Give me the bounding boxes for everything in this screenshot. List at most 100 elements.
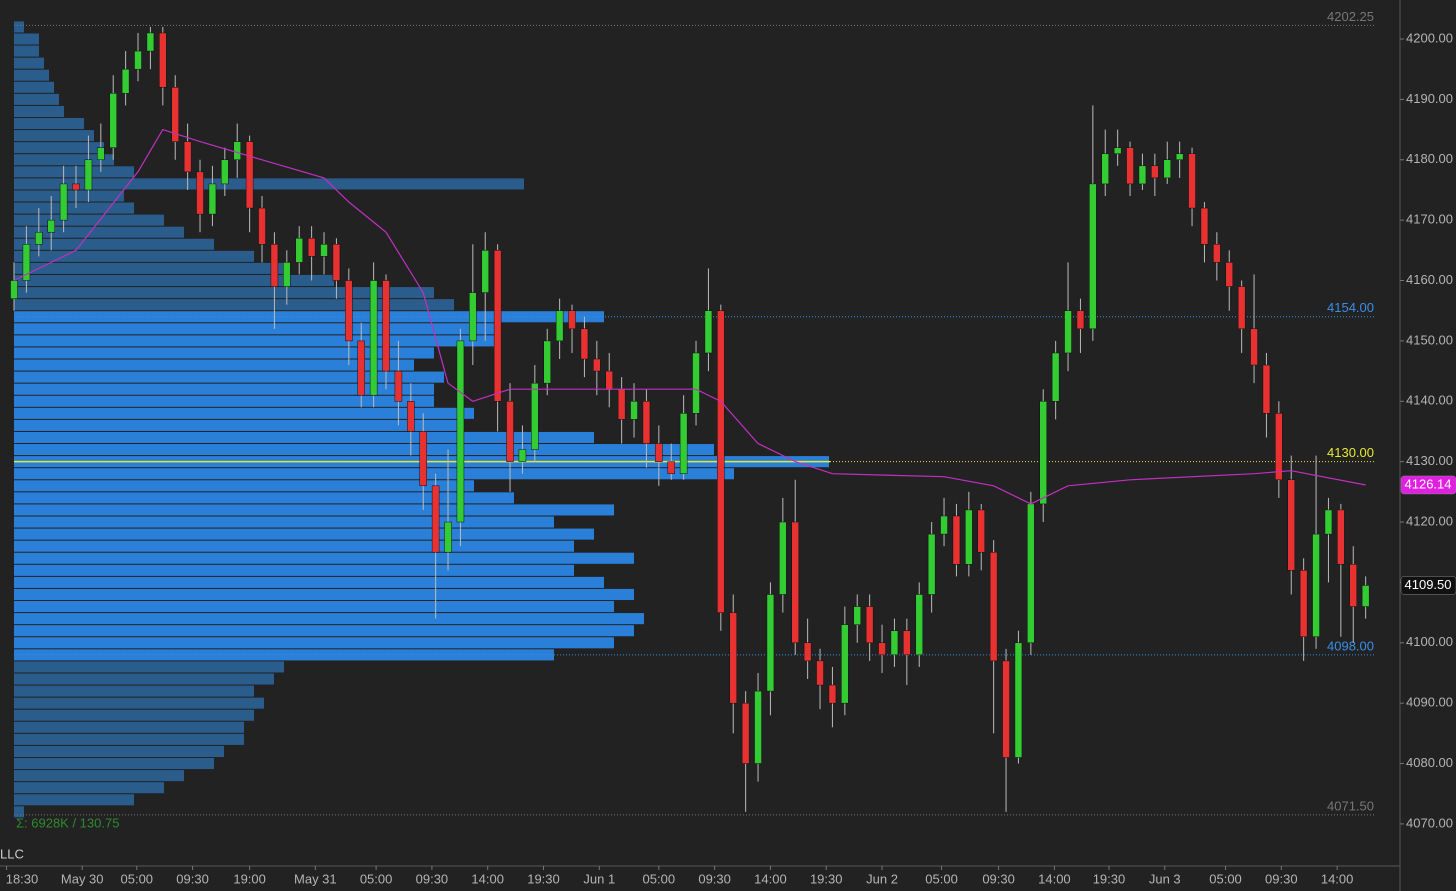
profile-bar — [14, 540, 574, 552]
profile-bar — [14, 274, 334, 287]
candle-body — [481, 250, 489, 293]
profile-bar — [14, 299, 454, 311]
profile-bar — [14, 697, 264, 709]
level-label: 4202.25 — [1327, 9, 1374, 24]
candle-body — [1126, 147, 1134, 185]
y-tick-label: 4080.00 — [1406, 755, 1453, 770]
candle-body — [1324, 509, 1333, 535]
candle-body — [121, 68, 130, 94]
candle-body — [816, 660, 824, 686]
candle-body — [456, 340, 465, 523]
x-tick-label: 14:00 — [1321, 871, 1354, 886]
x-tick-label: 14:00 — [471, 871, 504, 886]
candle-body — [1200, 207, 1209, 245]
profile-bar — [14, 130, 94, 142]
level-label: 4154.00 — [1327, 300, 1374, 315]
profile-bar — [14, 431, 594, 444]
profile-bar — [14, 226, 184, 238]
candle-body — [270, 244, 279, 287]
summary: Σ: 6928K / 130.75 — [16, 815, 119, 830]
profile-bar — [14, 154, 114, 166]
candle-body — [72, 183, 80, 191]
candle-body — [754, 690, 762, 764]
candle-body — [1287, 479, 1295, 571]
y-tick-label: 4180.00 — [1406, 151, 1453, 166]
x-tick-label: 19:30 — [1093, 871, 1126, 886]
candle-body — [394, 370, 403, 402]
profile-bar — [14, 117, 84, 130]
y-tick-label: 4160.00 — [1406, 272, 1453, 287]
candle-body — [779, 521, 787, 595]
candle-body — [1237, 286, 1246, 330]
candle-body — [10, 280, 18, 299]
candle-body — [1188, 153, 1196, 209]
candle-body — [506, 401, 514, 462]
profile-bar — [14, 190, 124, 202]
profile-bar — [14, 637, 614, 649]
x-tick-label: 19:00 — [233, 871, 266, 886]
x-tick-label: 05:00 — [360, 871, 393, 886]
profile-bar — [14, 504, 614, 516]
x-tick-label: 14:00 — [754, 871, 787, 886]
profile-bar — [14, 335, 494, 347]
candle-body — [1113, 147, 1122, 154]
candle-body — [1101, 153, 1109, 185]
candle-body — [717, 310, 725, 613]
candle-body — [345, 280, 353, 342]
y-tick-label: 4100.00 — [1406, 634, 1453, 649]
profile-bar — [14, 721, 244, 733]
candle-body — [258, 207, 266, 245]
x-tick-label: Jun 1 — [583, 871, 615, 886]
x-tick-label: May 31 — [294, 871, 337, 886]
candle-body — [878, 642, 886, 656]
x-tick-label: 19:30 — [810, 871, 843, 886]
level-label: 4130.00 — [1327, 445, 1374, 460]
profile-bar — [14, 564, 574, 576]
x-tick-label: 09:30 — [176, 871, 209, 886]
x-tick-label: Jun 3 — [1149, 871, 1181, 886]
candle-body — [766, 594, 775, 692]
profile-bar — [14, 794, 134, 806]
profile-bar — [14, 673, 274, 685]
candle-body — [382, 280, 390, 372]
candle-body — [543, 340, 551, 384]
candle-body — [903, 630, 911, 656]
candle-body — [1250, 328, 1258, 366]
candle-body — [1225, 262, 1233, 287]
candle-body — [1361, 585, 1370, 607]
candle-body — [1076, 310, 1085, 330]
profile-bar — [14, 625, 634, 637]
x-tick-label: 14:00 — [1038, 871, 1071, 886]
candle-body — [22, 244, 31, 281]
candle-body — [444, 521, 452, 553]
price-tag-label: 4109.50 — [1405, 577, 1452, 592]
x-tick-label: Jun 2 — [866, 871, 898, 886]
candle-body — [555, 310, 564, 342]
profile-bar — [14, 383, 434, 395]
candle-body — [221, 159, 229, 185]
profile-bar — [14, 395, 434, 407]
y-tick-label: 4200.00 — [1406, 30, 1453, 45]
candle-body — [97, 147, 105, 161]
profile-bar — [14, 202, 134, 214]
candle-body — [729, 612, 737, 704]
candle-body — [320, 244, 328, 257]
candle-body — [208, 183, 217, 215]
candle-body — [940, 515, 948, 535]
profile-bar — [14, 323, 494, 335]
candle-body — [47, 219, 55, 233]
candle-body — [407, 401, 415, 432]
profile-bar — [14, 347, 434, 359]
price-tag — [1400, 475, 1456, 495]
candle-body — [419, 431, 427, 487]
candle-body — [146, 32, 155, 52]
candle-body — [605, 370, 613, 390]
profile-bar — [14, 166, 134, 178]
candle-body — [1349, 564, 1358, 607]
candle-body — [989, 551, 998, 662]
candle-body — [84, 159, 93, 191]
candle-body — [332, 244, 341, 281]
level-label: 4071.50 — [1327, 798, 1374, 813]
x-tick-label: 05:00 — [925, 871, 958, 886]
